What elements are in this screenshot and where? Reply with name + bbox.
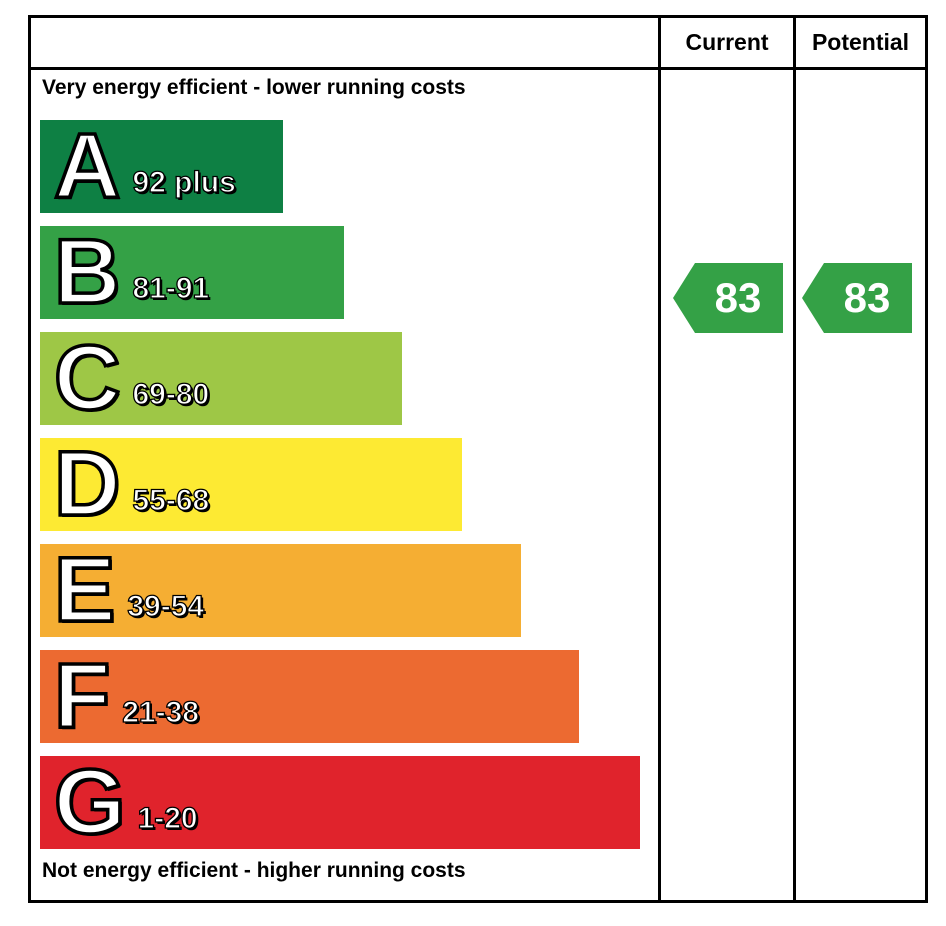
band-e-range: 39-54 <box>127 589 205 623</box>
potential-rating-arrow: 83 <box>802 263 912 333</box>
current-column-header: Current <box>685 29 769 55</box>
band-b: B 81-91 <box>40 221 344 323</box>
band-a: A 92 plus <box>40 115 283 217</box>
bottom-caption: Not energy efficient - higher running co… <box>42 859 466 882</box>
current-rating-arrow: 83 <box>673 263 783 333</box>
potential-rating-value: 83 <box>843 274 891 321</box>
band-f-letter: F <box>52 645 112 747</box>
header-divider-line <box>31 67 925 70</box>
band-d-letter: D <box>52 433 122 535</box>
band-a-letter: A <box>52 115 122 217</box>
band-g: G 1-20 <box>40 751 640 853</box>
potential-column-header: Potential <box>811 29 910 55</box>
rating-table: Current Potential Very energy efficient … <box>28 15 928 903</box>
band-b-range: 81-91 <box>132 271 210 305</box>
band-e: E 39-54 <box>40 539 521 641</box>
band-b-letter: B <box>52 221 122 323</box>
band-c-range: 69-80 <box>132 377 210 411</box>
band-a-range: 92 plus <box>132 165 237 199</box>
band-g-letter: G <box>52 751 127 853</box>
band-c-letter: C <box>52 327 122 429</box>
band-c: C 69-80 <box>40 327 402 429</box>
band-f-range: 21-38 <box>122 695 200 729</box>
band-e-letter: E <box>52 539 117 641</box>
band-d: D 55-68 <box>40 433 462 535</box>
column-divider-current-potential <box>793 18 796 900</box>
band-d-range: 55-68 <box>132 483 210 517</box>
top-caption: Very energy efficient - lower running co… <box>42 76 466 99</box>
band-f: F 21-38 <box>40 645 579 747</box>
column-divider-main-current <box>658 18 661 900</box>
current-rating-value: 83 <box>714 274 762 321</box>
band-g-range: 1-20 <box>137 801 198 835</box>
